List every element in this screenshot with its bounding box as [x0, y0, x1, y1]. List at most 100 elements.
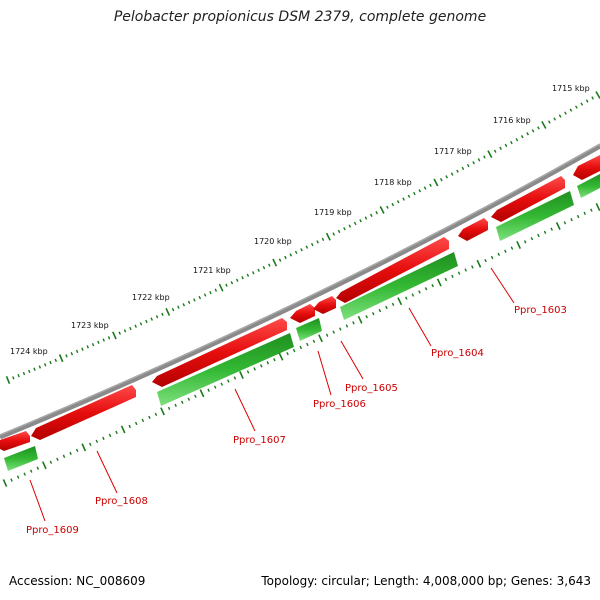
scale-minor-tick	[484, 258, 487, 263]
scale-minor-tick	[150, 317, 153, 321]
kbp-label: 1724 kbp	[10, 347, 48, 356]
scale-minor-tick	[65, 354, 68, 358]
scale-major-tick	[357, 315, 363, 324]
scale-minor-tick	[515, 137, 519, 142]
scale-minor-tick	[10, 478, 13, 482]
gene-label-ppro-1603[interactable]: Ppro_1603	[514, 305, 567, 316]
scale-minor-tick	[451, 274, 454, 279]
genome-backbone	[0, 143, 600, 440]
gene-ppro-1607-block[interactable]	[152, 318, 287, 387]
scale-minor-tick	[391, 302, 395, 307]
gene-rev-1-block[interactable]	[4, 446, 38, 471]
scale-minor-tick	[569, 108, 573, 112]
scale-minor-tick	[193, 298, 196, 302]
gene-label-ppro-1606[interactable]: Ppro_1606	[313, 399, 366, 410]
scale-minor-tick	[129, 326, 132, 331]
forward-strand-genes	[0, 155, 600, 451]
scale-minor-tick	[81, 347, 84, 351]
scale-major-tick	[541, 121, 547, 129]
kbp-label: 1720 kbp	[254, 237, 292, 246]
scale-major-tick	[516, 240, 522, 249]
scale-minor-tick	[139, 322, 143, 326]
scale-minor-tick	[359, 219, 362, 223]
scale-major-tick	[476, 259, 482, 268]
scale-major-tick	[58, 354, 64, 363]
scale-minor-tick	[332, 232, 336, 236]
scale-minor-tick	[316, 240, 319, 244]
scale-minor-tick	[543, 230, 547, 235]
scale-minor-tick	[550, 227, 553, 231]
scale-minor-tick	[563, 221, 567, 225]
scale-minor-tick	[209, 290, 212, 295]
scale-minor-tick	[95, 439, 99, 444]
scale-minor-tick	[174, 403, 177, 407]
scale-major-tick	[325, 232, 331, 241]
scale-minor-tick	[345, 324, 349, 328]
scale-minor-tick	[43, 363, 47, 367]
scale-minor-tick	[187, 300, 191, 304]
scale-minor-tick	[325, 333, 329, 337]
scale-minor-tick	[141, 418, 145, 423]
gene-ppro-1603-a-block[interactable]	[458, 218, 488, 241]
scale-minor-tick	[352, 321, 355, 325]
gene-rev-2-block[interactable]	[157, 333, 294, 406]
gene-ppro-1608-block[interactable]	[31, 385, 136, 440]
scale-minor-tick	[590, 208, 593, 212]
scale-minor-tick	[12, 376, 15, 380]
scale-minor-tick	[493, 149, 497, 153]
scale-minor-tick	[148, 415, 151, 419]
scale-major-tick	[120, 425, 126, 434]
scale-major-tick	[199, 389, 205, 398]
scale-minor-tick	[445, 175, 449, 179]
scale-minor-tick	[108, 433, 112, 438]
scale-minor-tick	[107, 336, 111, 340]
gene-offscreen-right-block[interactable]	[573, 155, 600, 180]
scale-minor-tick	[203, 293, 207, 297]
scale-minor-tick	[477, 158, 481, 162]
gene-rev-6-block[interactable]	[577, 174, 600, 198]
scale-minor-tick	[22, 371, 26, 376]
scale-minor-tick	[198, 295, 202, 300]
gene-label-leaders	[29, 267, 515, 522]
gene-rev-4-block[interactable]	[340, 252, 458, 320]
scale-minor-tick	[220, 382, 224, 386]
scale-minor-tick	[36, 466, 40, 470]
scale-minor-tick	[497, 252, 501, 257]
scale-minor-tick	[375, 210, 379, 215]
scale-minor-tick	[591, 96, 594, 100]
scale-minor-tick	[490, 255, 494, 260]
scale-minor-tick	[253, 367, 256, 371]
scale-minor-tick	[134, 421, 138, 426]
gene-rev-3-block[interactable]	[296, 318, 322, 341]
gene-label-ppro-1607[interactable]: Ppro_1607	[233, 435, 286, 446]
scale-minor-tick	[396, 200, 400, 204]
scale-minor-tick	[91, 343, 95, 347]
scale-minor-tick	[520, 135, 524, 139]
scale-major-tick	[272, 258, 278, 267]
scale-major-tick	[2, 479, 8, 487]
gene-label-ppro-1609[interactable]: Ppro_1609	[26, 525, 79, 536]
gene-ppro-1605-block[interactable]	[313, 296, 336, 314]
scale-minor-tick	[75, 448, 79, 453]
scale-minor-tick	[404, 296, 408, 300]
scale-minor-tick	[69, 451, 72, 455]
gene-ppro-1604-block[interactable]	[336, 237, 449, 303]
scale-minor-tick	[177, 305, 180, 309]
scale-minor-tick	[273, 358, 276, 362]
gene-label-ppro-1604[interactable]: Ppro_1604	[431, 348, 484, 359]
scale-minor-tick	[33, 367, 36, 371]
scale-minor-tick	[292, 348, 296, 353]
scale-major-tick	[436, 278, 442, 287]
gene-label-ppro-1608[interactable]: Ppro_1608	[95, 496, 148, 507]
gene-ppro-1603-block[interactable]	[491, 176, 565, 222]
scale-minor-tick	[385, 305, 388, 310]
scale-minor-tick	[553, 117, 557, 121]
scale-minor-tick	[461, 166, 465, 171]
gene-ppro-1609-block[interactable]	[0, 431, 30, 451]
scale-minor-tick	[558, 114, 562, 118]
gene-label-ppro-1605[interactable]: Ppro_1605	[345, 383, 398, 394]
scale-minor-tick	[337, 229, 341, 234]
gene-ppro-1606-block[interactable]	[290, 304, 315, 323]
gene-rev-5-block[interactable]	[496, 191, 574, 241]
